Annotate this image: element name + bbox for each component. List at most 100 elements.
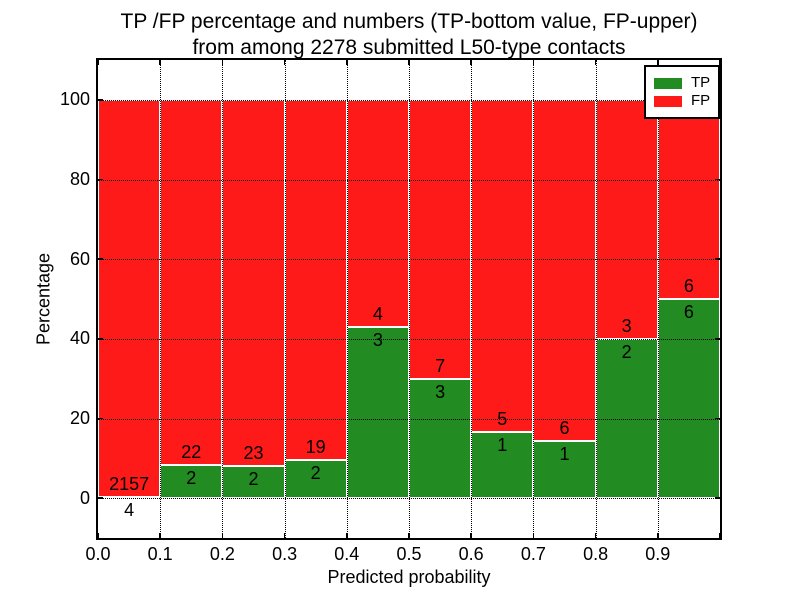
- x-gridline: [284, 60, 286, 538]
- x-axis-label: Predicted probability: [327, 567, 491, 587]
- x-tick-label: 0.2: [209, 544, 235, 564]
- bar-segment-fp: [595, 99, 658, 339]
- legend-label: FP: [691, 92, 711, 109]
- plot-area: TP FP 2157 4 22 2 23 2 19 2 4 3 7 3 5 1 6 1 3 2 6 6: [97, 60, 721, 538]
- bar-segment-fp: [222, 99, 285, 467]
- x-tick-mark: [159, 60, 161, 65]
- y-tick-mark: [715, 338, 720, 340]
- chart-title-line1: TP /FP percentage and numbers (TP-bottom…: [120, 10, 698, 33]
- x-gridline: [409, 60, 410, 538]
- legend-swatch: [654, 95, 682, 107]
- x-tick-label: 0.1: [147, 544, 173, 564]
- x-tick-mark: [283, 60, 286, 65]
- x-tick-label: 0.8: [583, 544, 609, 564]
- bar-segment-fp: [471, 99, 534, 432]
- x-tick-label: 0.3: [272, 544, 298, 564]
- y-tick-mark: [98, 258, 103, 260]
- y-tick-mark: [98, 338, 103, 340]
- tp-count-label: 2: [186, 467, 197, 488]
- x-gridline: [595, 60, 597, 538]
- x-tick-mark: [221, 60, 224, 65]
- x-tick-label: 0.4: [334, 544, 360, 564]
- y-tick-label: 80: [69, 169, 90, 189]
- y-tick-label: 40: [69, 328, 90, 349]
- x-tick-mark: [97, 533, 99, 538]
- tp-count-label: 4: [124, 500, 135, 521]
- x-tick-mark: [594, 533, 597, 538]
- x-tick-mark: [97, 60, 99, 65]
- chart-title: TP /FP percentage and numbers (TP-bottom…: [88, 9, 730, 61]
- x-gridline: [471, 60, 473, 538]
- fp-count-label: 2157: [109, 474, 150, 495]
- y-tick-label: 60: [69, 248, 90, 269]
- y-tick-mark: [98, 497, 103, 499]
- y-tick-mark: [98, 99, 103, 101]
- bar-segment-fp: [346, 99, 409, 328]
- x-tick-mark: [594, 60, 597, 65]
- x-tick-mark: [532, 60, 535, 65]
- x-tick-label: 0.7: [520, 544, 546, 564]
- x-tick-label: 0.0: [85, 544, 111, 564]
- tp-count-label: 1: [497, 434, 508, 455]
- x-gridline: [160, 60, 162, 538]
- fp-count-label: 23: [243, 443, 264, 464]
- x-tick-mark: [532, 533, 535, 538]
- x-tick-mark: [283, 533, 286, 538]
- bar-segment-tp: [409, 378, 472, 499]
- legend-swatch: [654, 77, 682, 89]
- fp-count-label: 19: [305, 437, 326, 458]
- x-tick-mark: [346, 533, 348, 538]
- bar-segment-tp: [595, 338, 658, 499]
- x-tick-mark: [408, 533, 410, 538]
- chart-title-line2: from among 2278 submitted L50-type conta…: [192, 36, 626, 59]
- x-tick-mark: [408, 60, 410, 65]
- y-tick-label: 0: [79, 487, 90, 508]
- x-gridline: [346, 60, 348, 538]
- y-tick-mark: [98, 417, 103, 420]
- y-tick-mark: [715, 258, 720, 260]
- tp-count-label: 2: [248, 469, 259, 490]
- bar-segment-fp: [409, 99, 472, 379]
- tp-count-label: 6: [683, 302, 694, 322]
- x-gridline: [533, 60, 535, 538]
- bar-segment-fp: [533, 99, 596, 442]
- x-tick-mark: [470, 533, 472, 538]
- x-tick-label: 0.6: [458, 544, 484, 564]
- x-tick-mark: [657, 60, 659, 65]
- tp-count-label: 3: [435, 381, 446, 402]
- bar-segment-tp: [346, 327, 409, 499]
- y-tick-mark: [98, 178, 103, 181]
- legend-entry: FP: [654, 93, 710, 109]
- tp-count-label: 2: [310, 463, 321, 484]
- bar-segment-tp: [284, 460, 347, 499]
- y-tick-label: 100: [59, 89, 90, 110]
- tp-count-label: 2: [621, 341, 632, 362]
- y-tick-mark: [715, 417, 720, 420]
- fp-count-label: 3: [621, 315, 632, 336]
- legend: TP FP: [644, 65, 721, 119]
- x-tick-mark: [159, 533, 161, 538]
- bar-segment-fp: [160, 99, 223, 465]
- fp-count-label: 7: [435, 355, 446, 376]
- x-tick-mark: [346, 60, 348, 65]
- fp-count-label: 6: [683, 276, 694, 296]
- bar-segment-fp: [98, 99, 161, 498]
- fp-count-label: 5: [497, 408, 508, 429]
- legend-label: TP: [691, 74, 711, 91]
- fp-count-label: 6: [559, 418, 570, 439]
- x-tick-mark: [221, 533, 224, 538]
- y-tick-mark: [715, 178, 720, 181]
- x-tick-mark: [470, 60, 472, 65]
- x-gridline: [222, 60, 224, 538]
- y-tick-label: 20: [69, 408, 90, 428]
- x-tick-label: 0.5: [396, 544, 422, 564]
- y-tick-mark: [715, 497, 720, 499]
- x-tick-mark: [719, 533, 721, 538]
- legend-entry: TP: [654, 75, 710, 91]
- x-tick-label: 0.9: [645, 544, 671, 564]
- bar-segment-fp: [657, 99, 720, 299]
- bar-segment-fp: [284, 99, 347, 461]
- bar-segment-tp: [160, 464, 223, 499]
- fp-count-label: 4: [372, 304, 383, 325]
